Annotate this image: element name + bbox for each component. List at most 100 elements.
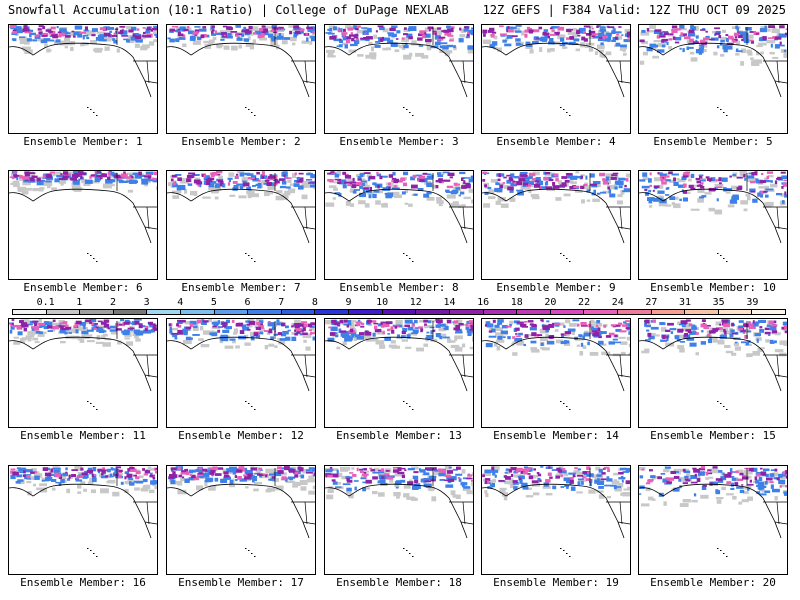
snow-heavy-mark [190, 175, 195, 178]
snow-light-mark [253, 488, 259, 492]
snow-light-mark [378, 492, 385, 497]
snow-light-mark [428, 486, 433, 490]
snow-mid-mark [86, 329, 94, 332]
snow-mid-mark [308, 467, 315, 470]
snow-heavy-mark [12, 29, 17, 32]
snow-light-mark [565, 319, 571, 324]
snow-light-mark [347, 178, 354, 184]
snow-mid-mark [387, 39, 394, 44]
snow-mid-mark [536, 180, 544, 186]
snow-light-mark [345, 25, 351, 29]
snow-heavy-mark [114, 28, 119, 31]
snow-mid-mark [544, 34, 550, 38]
snow-heavy-mark [235, 34, 239, 37]
snow-heavy-mark [779, 25, 785, 29]
snow-mid-mark [680, 341, 686, 343]
snow-mid-mark [641, 30, 646, 33]
snow-mid-mark [205, 477, 214, 482]
snow-heavy-mark [661, 38, 669, 42]
snow-heavy-mark [337, 179, 341, 182]
snow-heavy-mark [451, 26, 455, 29]
snow-light-mark [622, 492, 630, 497]
snow-mid-mark [273, 472, 282, 477]
snow-mid-mark [17, 479, 24, 482]
snow-heavy-mark [666, 175, 670, 178]
snow-heavy-mark [782, 182, 787, 187]
snow-mid-mark [372, 182, 377, 186]
snow-heavy-mark [507, 26, 510, 30]
snow-heavy-mark [236, 322, 243, 327]
snow-light-mark [26, 480, 32, 484]
snow-mid-mark [75, 329, 79, 334]
snow-heavy-mark [583, 184, 588, 187]
snow-mid-mark [716, 45, 720, 49]
snow-heavy-mark [79, 172, 86, 176]
snow-mid-mark [669, 328, 677, 331]
snow-mid-mark [133, 480, 136, 483]
snow-heavy-mark [539, 479, 542, 482]
snow-mid-mark [597, 478, 600, 481]
snow-mid-mark [420, 478, 425, 483]
snow-heavy-mark [55, 33, 58, 36]
snow-mid-mark [133, 319, 142, 321]
snow-light-mark [550, 48, 555, 52]
snow-heavy-mark [419, 30, 427, 35]
snow-light-mark [766, 39, 776, 44]
snow-light-mark [135, 338, 141, 342]
snow-mid-mark [682, 197, 688, 202]
snow-heavy-mark [780, 171, 786, 174]
snow-light-mark [680, 178, 685, 182]
snow-heavy-mark [625, 327, 630, 329]
snow-mid-mark [118, 179, 124, 184]
snow-mid-mark [84, 179, 93, 184]
snow-light-mark [39, 483, 48, 487]
snow-light-mark [700, 494, 709, 499]
snow-light-mark [127, 40, 135, 44]
snow-heavy-mark [397, 471, 405, 475]
snow-heavy-mark [545, 172, 551, 175]
snow-heavy-mark [34, 34, 39, 37]
island-mark [96, 409, 98, 410]
snow-heavy-mark [652, 319, 656, 323]
snow-heavy-mark [782, 471, 787, 475]
snow-mid-mark [75, 477, 80, 480]
snow-heavy-mark [466, 477, 473, 480]
snow-mid-mark [252, 185, 256, 187]
snow-heavy-mark [649, 172, 652, 176]
snow-mid-mark [289, 476, 294, 481]
snow-heavy-mark [23, 474, 26, 477]
boundary-lines [746, 173, 787, 230]
snow-mid-mark [751, 467, 758, 472]
snow-mid-mark [756, 179, 764, 184]
snow-light-mark [57, 474, 67, 480]
snow-mid-mark [334, 192, 341, 195]
snow-mid-mark [578, 334, 583, 338]
snow-light-mark [756, 51, 760, 56]
snow-heavy-mark [537, 473, 542, 477]
snow-light-mark [229, 483, 235, 488]
snow-heavy-mark [683, 172, 690, 176]
snow-mid-mark [691, 325, 697, 330]
snow-mid-mark [423, 477, 430, 483]
snow-heavy-mark [392, 469, 400, 473]
snow-mid-mark [603, 39, 608, 42]
colorbar-swatch [214, 310, 249, 314]
snow-mid-mark [143, 329, 152, 334]
snow-heavy-mark [653, 185, 660, 189]
snow-light-mark [379, 344, 386, 349]
snow-heavy-mark [132, 34, 136, 37]
snow-heavy-mark [346, 478, 350, 482]
snow-heavy-mark [740, 330, 746, 332]
snow-light-mark [647, 30, 657, 33]
snow-mid-mark [102, 330, 107, 333]
snow-heavy-mark [425, 467, 432, 471]
snow-light-mark [521, 30, 525, 36]
snow-mid-mark [708, 340, 713, 343]
snow-mid-mark [687, 32, 696, 37]
snow-light-mark [731, 185, 740, 190]
snow-mid-mark [700, 45, 704, 49]
snow-heavy-mark [614, 324, 621, 327]
snow-light-mark [134, 335, 139, 339]
ensemble-panel [166, 465, 316, 575]
snow-light-mark [545, 334, 549, 338]
